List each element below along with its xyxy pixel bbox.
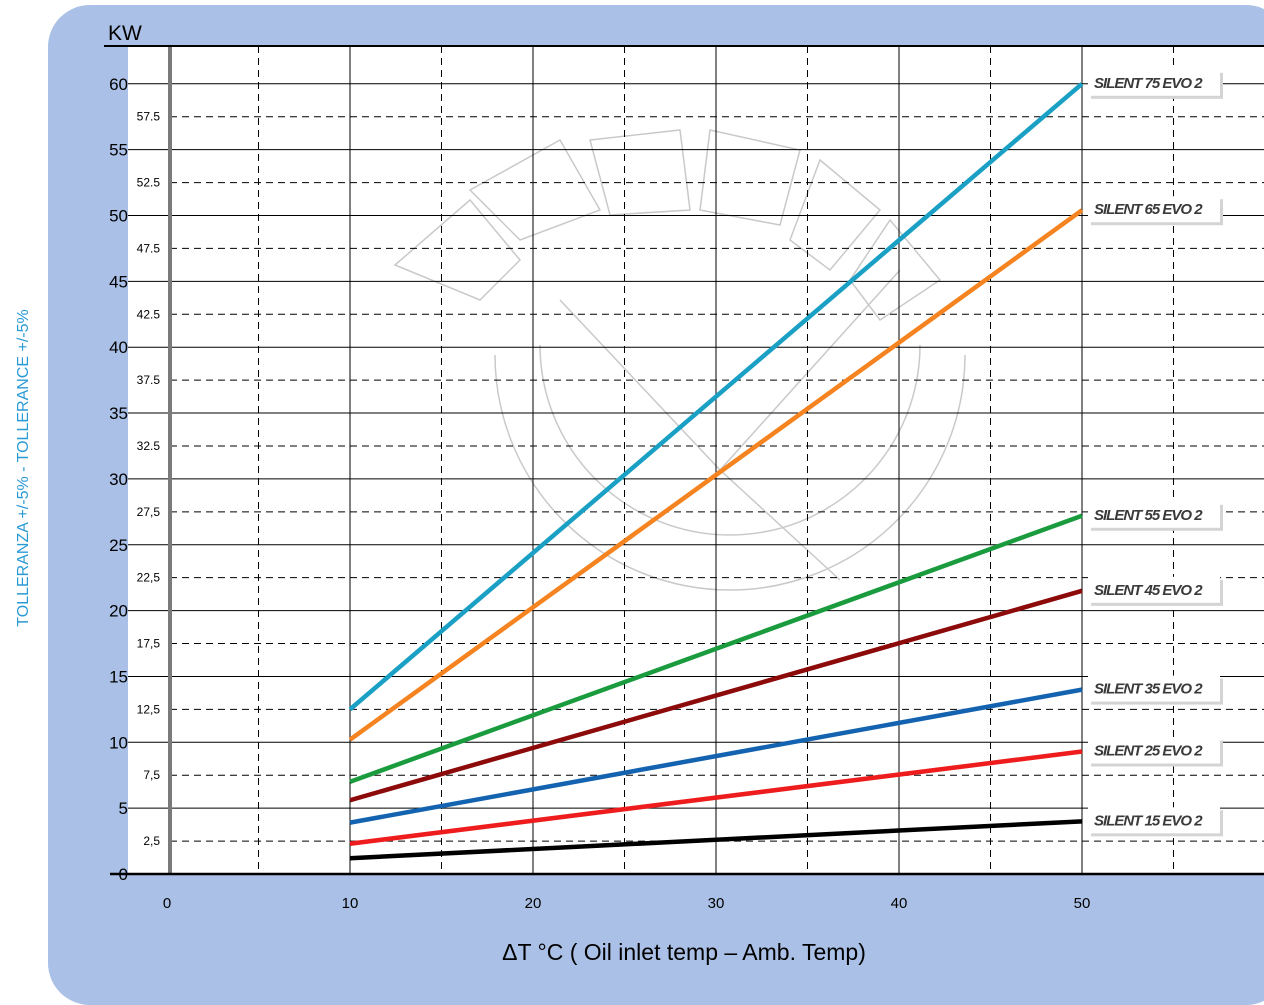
x-tick-label: 50 [1074,895,1091,912]
y-tick-label: 10 [109,733,128,752]
x-tick-label: 0 [163,895,171,912]
y-tick-label: 40 [109,338,128,357]
series-labels: SILENT 75 EVO 2 SILENT 65 EVO 2 SILENT 55 … [1088,69,1223,837]
plot-area [128,46,1264,874]
y-tick-minor-label: 17,5 [137,637,161,651]
series-label: SILENT 65 EVO 2 [1094,201,1203,218]
y-tick-label: 50 [109,207,128,226]
y-tick-minor-label: 7,5 [143,768,160,782]
series-label-box [1088,675,1220,702]
y-tick-minor-label: 52.5 [137,176,161,190]
y-axis-title: KW [108,22,142,45]
series-label-box [1088,196,1220,223]
series-line [349,687,1083,825]
x-axis-title: ΔT °C ( Oil inlet temp – Amb. Temp) [502,939,866,965]
y-tick-minor-label: 47.5 [137,241,161,255]
y-tick-minor-label: 27,5 [137,505,161,519]
x-tick-label: 20 [525,895,542,912]
y-ticks: 0 5 10 15 20 25 30 35 40 45 50 55 60 2,5 7,5 12,5 17,5 22… [109,75,160,884]
x-tick-label: 40 [891,895,908,912]
y-tick-label: 35 [109,404,128,423]
series-label-box [1088,69,1220,96]
x-tick-label: 30 [708,895,725,912]
y-tick-label: 5 [119,799,128,818]
y-tick-minor-label: 57.5 [137,110,161,124]
series-label: SILENT 75 EVO 2 [1094,75,1203,92]
series [348,82,1084,861]
series-label: SILENT 25 EVO 2 [1094,743,1203,760]
series-label: SILENT 35 EVO 2 [1094,681,1203,698]
y-tick-minor-label: 12,5 [137,702,161,716]
series-line [348,82,1084,712]
series-label: SILENT 55 EVO 2 [1094,507,1203,524]
series-line [348,208,1084,742]
grid [128,46,1264,874]
series-label-box [1088,737,1220,764]
series-label-box [1088,501,1220,528]
axes [104,45,1264,876]
y-tick-label: 55 [109,141,128,160]
series-line [349,749,1083,846]
series-label-box [1088,576,1220,603]
series-line [349,819,1083,861]
y-tick-label: 15 [109,667,128,686]
x-tick-label: 10 [342,895,359,912]
y-tick-minor-label: 22,5 [137,571,161,585]
series-label: SILENT 15 EVO 2 [1094,812,1203,829]
y-tick-minor-label: 37.5 [137,373,161,387]
x-ticks: 0 10 20 30 40 50 [163,895,1091,912]
y-tick-label: 20 [109,602,128,621]
y-tick-label: 45 [109,272,128,291]
y-tick-minor-label: 32.5 [137,439,161,453]
y-tick-minor-label: 2,5 [143,834,160,848]
y-tick-minor-label: 42.5 [137,307,161,321]
chart: 0 5 10 15 20 25 30 35 40 45 50 55 60 2,5 7,5 12,5 17,5 22… [104,22,1264,965]
y-tick-label: 25 [109,536,128,555]
y-tick-label: 0 [119,865,128,884]
series-label-box [1088,807,1220,834]
series-label: SILENT 45 EVO 2 [1094,582,1203,599]
series-line [349,513,1083,784]
y-tick-label: 60 [109,75,128,94]
series-line [349,588,1083,803]
y-tick-label: 30 [109,470,128,489]
